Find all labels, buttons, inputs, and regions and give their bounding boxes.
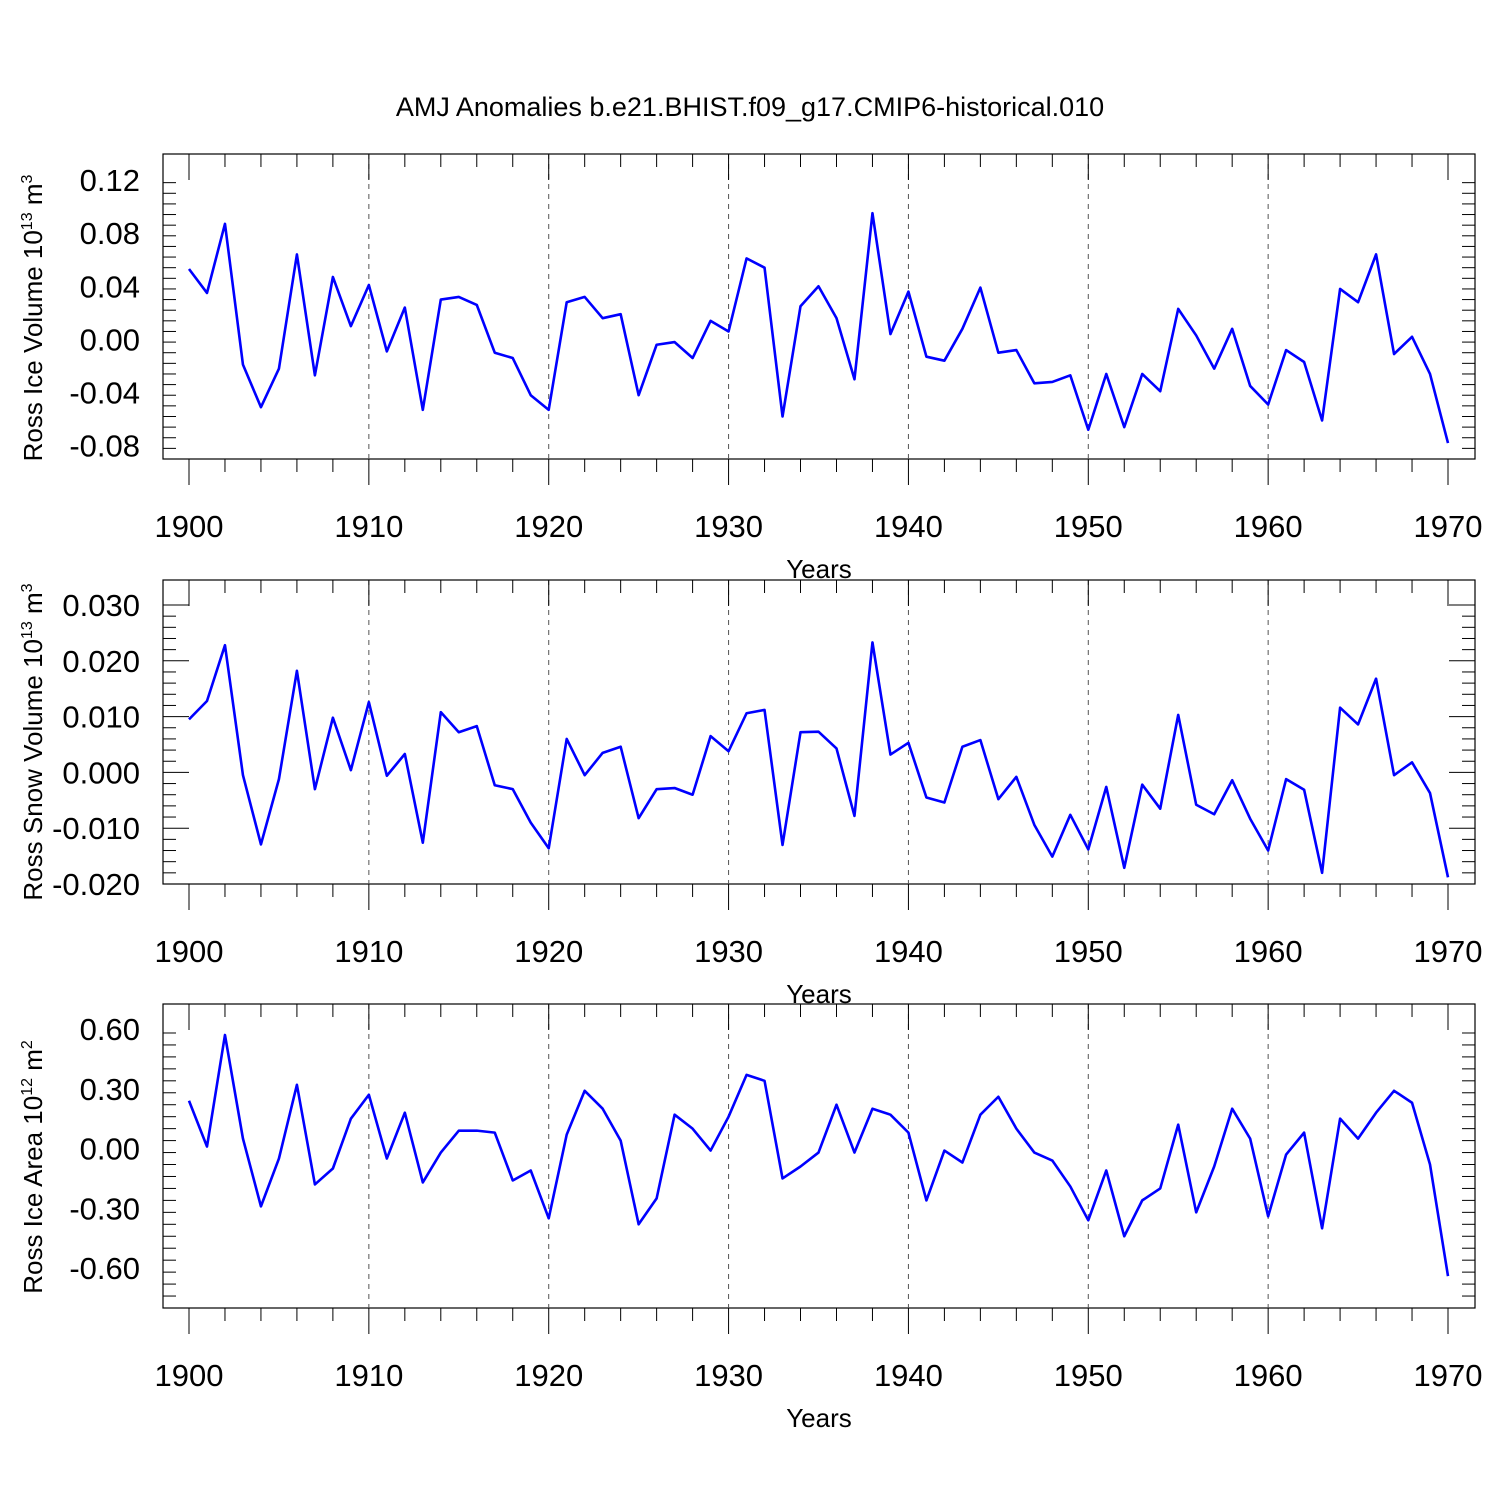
x-tick-label: 1920 <box>514 509 583 544</box>
x-tick-label: 1910 <box>334 509 403 544</box>
chart-title: AMJ Anomalies b.e21.BHIST.f09_g17.CMIP6-… <box>396 92 1104 122</box>
x-tick-label: 1900 <box>155 509 224 544</box>
x-tick-label: 1960 <box>1234 1358 1303 1393</box>
x-tick-label: 1940 <box>874 934 943 969</box>
x-tick-label: 1960 <box>1234 934 1303 969</box>
x-tick-label: 1920 <box>514 934 583 969</box>
y-tick-label: 0.010 <box>62 700 140 735</box>
x-tick-label: 1970 <box>1414 509 1483 544</box>
y-tick-label: -0.60 <box>69 1251 140 1286</box>
x-tick-label: 1930 <box>694 509 763 544</box>
y-axis-label: Ross Snow Volume 1013 m3 <box>18 583 48 900</box>
x-tick-label: 1950 <box>1054 509 1123 544</box>
y-tick-label: 0.020 <box>62 644 140 679</box>
y-tick-label: 0.30 <box>80 1072 140 1107</box>
x-tick-label: 1900 <box>155 934 224 969</box>
y-tick-label: -0.08 <box>69 429 140 464</box>
x-tick-label: 1940 <box>874 1358 943 1393</box>
plot-frame <box>162 1003 1476 1309</box>
y-tick-label: 0.04 <box>80 269 140 304</box>
y-tick-label: 0.08 <box>80 216 140 251</box>
x-tick-label: 1920 <box>514 1358 583 1393</box>
x-tick-label: 1900 <box>155 1358 224 1393</box>
y-tick-label: 0.00 <box>80 1132 140 1167</box>
data-series-line <box>187 211 1450 444</box>
x-tick-label: 1930 <box>694 1358 763 1393</box>
panel-1: -0.08 -0.04 0.00 0.04 0.08 0.12 1900 1910 1920 19… <box>18 153 1483 584</box>
x-axis-label: Years <box>786 1403 852 1433</box>
data-series-line <box>188 641 1450 878</box>
y-tick-label: 0.030 <box>62 588 140 623</box>
x-tick-label: 1910 <box>334 934 403 969</box>
data-series-line <box>187 1033 1450 1277</box>
y-tick-label: -0.010 <box>52 811 140 846</box>
x-tick-label: 1910 <box>334 1358 403 1393</box>
y-tick-label: -0.04 <box>69 376 140 411</box>
x-tick-label: 1960 <box>1234 509 1303 544</box>
y-axis-label: Ross Ice Volume 1013 m3 <box>18 174 48 461</box>
panel-3: -0.60 -0.30 0.00 0.30 0.60 1900 1910 1920 1930 19… <box>18 1003 1483 1433</box>
panel-2: -0.020 -0.010 0.000 0.010 0.020 0.030 1900 1910… <box>18 579 1483 1009</box>
y-tick-label: 0.60 <box>80 1012 140 1047</box>
x-tick-label: 1930 <box>694 934 763 969</box>
plot-frame <box>162 153 1476 460</box>
y-tick-label: -0.30 <box>69 1191 140 1226</box>
plot-frame <box>162 579 1476 885</box>
x-tick-label: 1950 <box>1054 1358 1123 1393</box>
x-tick-label: 1940 <box>874 509 943 544</box>
x-tick-label: 1970 <box>1414 1358 1483 1393</box>
chart-panels: -0.08 -0.04 0.00 0.04 0.08 0.12 1900 1910 1920 19… <box>18 153 1483 1433</box>
x-tick-label: 1970 <box>1414 934 1483 969</box>
x-axis-label: Years <box>786 554 852 584</box>
y-tick-label: 0.12 <box>80 163 140 198</box>
y-tick-label: 0.00 <box>80 322 140 357</box>
y-tick-label: -0.020 <box>52 867 140 902</box>
y-tick-label: 0.000 <box>62 755 140 790</box>
y-axis-label: Ross Ice Area 1012 m2 <box>18 1040 48 1294</box>
x-tick-label: 1950 <box>1054 934 1123 969</box>
